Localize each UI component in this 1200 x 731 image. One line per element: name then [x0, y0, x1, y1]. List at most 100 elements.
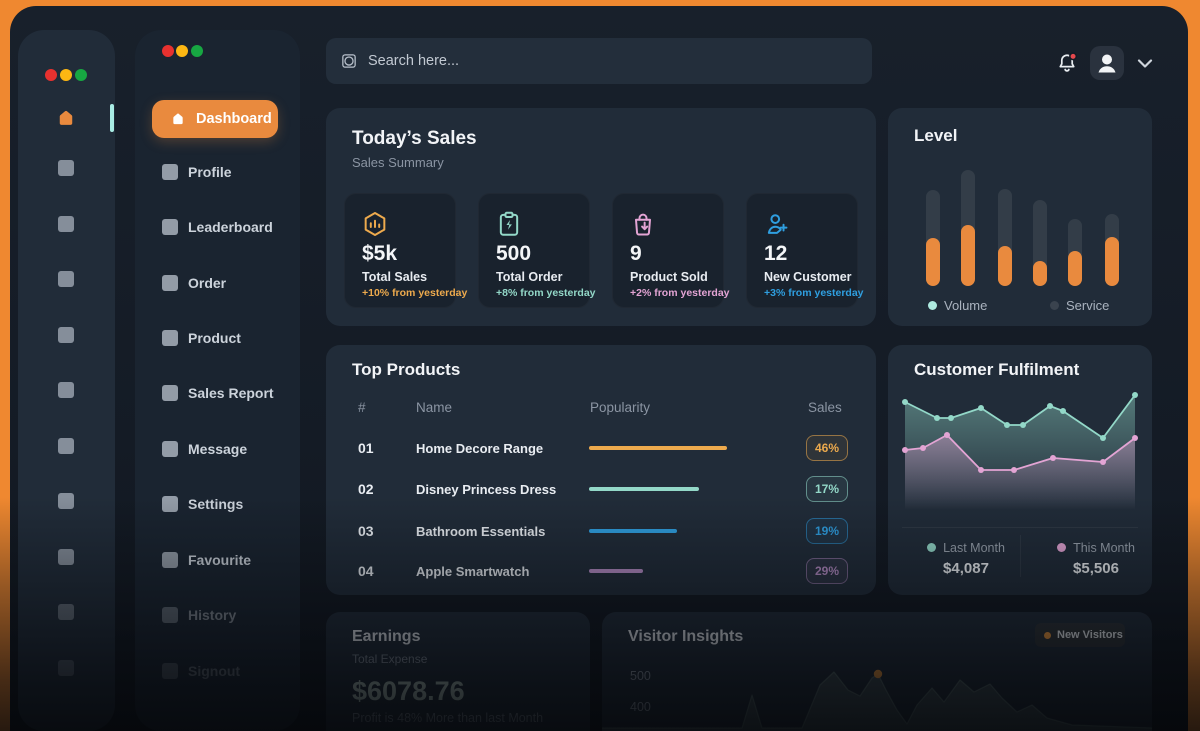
sidebar-item-message[interactable]: Message: [162, 441, 247, 457]
badge-dot: [1044, 631, 1051, 639]
stat-value: 9: [630, 242, 642, 265]
search-input[interactable]: [368, 53, 808, 69]
clipboard-bolt-icon: [495, 210, 523, 238]
earnings-title: Earnings: [352, 628, 421, 645]
stat-card-total-sales: $5k Total Sales +10% from yesterday: [344, 193, 467, 308]
sidebar-item-leaderboard[interactable]: Leaderboard: [162, 219, 273, 235]
product-name: Bathroom Essentials: [416, 524, 546, 539]
mini-sidebar-item-favourite[interactable]: [58, 549, 74, 565]
mini-sidebar-items: [18, 30, 115, 731]
todays-sales-card: Today’s Sales Sales Summary $5k Total Sa…: [326, 108, 876, 326]
sidebar-item-product[interactable]: Product: [162, 330, 241, 346]
placeholder-icon: [162, 441, 178, 457]
user-plus-icon: [763, 210, 791, 238]
sidebar-item-signout[interactable]: Signout: [162, 663, 240, 679]
stat-delta: +2% from yesterday: [630, 287, 730, 299]
sidebar-item-sales-report[interactable]: Sales Report: [162, 385, 274, 401]
legend-value: $4,087: [943, 560, 989, 577]
placeholder-icon: [162, 275, 178, 291]
sales-badge: 29%: [806, 558, 848, 584]
home-icon: [170, 111, 186, 127]
placeholder-icon: [162, 219, 178, 235]
sidebar-item-order[interactable]: Order: [162, 275, 226, 291]
top-products-title: Top Products: [352, 360, 461, 379]
stat-label: Product Sold: [630, 270, 708, 284]
level-bar-volume: [1105, 237, 1119, 286]
todays-sales-subtitle: Sales Summary: [352, 155, 444, 170]
traffic-light-green[interactable]: [191, 45, 203, 57]
earnings-value: $6078.76: [352, 676, 465, 706]
earnings-note: Profit is 48% More than last Month: [352, 711, 544, 725]
earnings-card: Earnings Total Expense $6078.76 Profit i…: [326, 612, 590, 731]
mini-sidebar-item-settings[interactable]: [58, 493, 74, 509]
level-bar-volume: [998, 246, 1012, 286]
level-bar-volume: [961, 225, 975, 286]
placeholder-icon: [162, 552, 178, 568]
col-header-num: #: [358, 400, 366, 415]
mini-sidebar-item-order[interactable]: [58, 271, 74, 287]
level-bar-volume: [926, 238, 940, 286]
sidebar-item-label: Profile: [188, 164, 232, 180]
legend-last-month: Last Month $4,087: [916, 541, 1016, 577]
traffic-light-red[interactable]: [162, 45, 174, 57]
stat-label: Total Order: [496, 270, 563, 284]
sidebar-item-label: Signout: [188, 663, 241, 679]
row-num: 01: [358, 440, 374, 456]
sales-badge: 17%: [806, 476, 848, 502]
row-num: 02: [358, 481, 374, 497]
sidebar-item-favourite[interactable]: Favourite: [162, 552, 251, 568]
bell-icon[interactable]: [1054, 50, 1080, 77]
stat-delta: +8% from yesterday: [496, 287, 596, 299]
stat-delta: +10% from yesterday: [362, 287, 468, 299]
top-products-card: Top Products # Name Popularity Sales 01 …: [326, 345, 876, 595]
level-title: Level: [914, 126, 958, 145]
mini-sidebar-item-leaderboard[interactable]: [58, 216, 74, 232]
mini-sidebar-item-history[interactable]: [58, 604, 74, 620]
row-num: 04: [358, 563, 374, 579]
bag-arrow-icon: [629, 210, 657, 238]
sidebar-item-settings[interactable]: Settings: [162, 496, 243, 512]
product-name: Disney Princess Dress: [416, 482, 557, 497]
mini-sidebar-item-profile[interactable]: [58, 160, 74, 176]
stat-card-product-sold: 9 Product Sold +2% from yesterday: [612, 193, 730, 308]
sidebar-item-profile[interactable]: Profile: [162, 164, 232, 180]
sidebar-item-label: Favourite: [188, 552, 252, 568]
placeholder-icon: [162, 330, 178, 346]
mini-sidebar-item-message[interactable]: [58, 438, 74, 454]
stat-delta: +3% from yesterday: [764, 287, 864, 299]
mini-sidebar-item-product[interactable]: [58, 327, 74, 343]
legend-value: $5,506: [1073, 560, 1119, 577]
sidebar-item-label: History: [188, 607, 237, 623]
sidebar-item-label: Leaderboard: [188, 219, 273, 235]
popularity-bar: [589, 529, 677, 533]
stat-card-total-order: 500 Total Order +8% from yesterday: [478, 193, 596, 308]
avatar[interactable]: [1090, 46, 1124, 80]
placeholder-icon: [162, 663, 178, 679]
product-name: Home Decore Range: [416, 441, 544, 456]
placeholder-icon: [162, 164, 178, 180]
sidebar-item-label: Product: [188, 330, 241, 346]
sidebar-item-dashboard[interactable]: Dashboard: [152, 100, 278, 138]
stat-label: New Customer: [764, 270, 852, 284]
sidebar-item-label: Order: [188, 275, 227, 291]
mini-sidebar: [18, 30, 115, 731]
traffic-light-yellow[interactable]: [176, 45, 188, 57]
stat-label: Total Sales: [362, 270, 428, 284]
legend-volume: Volume: [928, 298, 987, 313]
chevron-down-icon[interactable]: [1135, 56, 1155, 71]
mini-sidebar-item-sales-report[interactable]: [58, 382, 74, 398]
sidebar-item-label: Sales Report: [188, 385, 274, 401]
stat-value: $5k: [362, 242, 398, 265]
stat-card-new-customer: 12 New Customer +3% from yesterday: [746, 193, 864, 308]
mini-sidebar-item-signout[interactable]: [58, 660, 74, 676]
row-num: 03: [358, 523, 374, 539]
placeholder-icon: [162, 607, 178, 623]
sidebar-item-history[interactable]: History: [162, 607, 236, 623]
visitor-insights-title: Visitor Insights: [628, 628, 744, 645]
customer-fulfilment-card: Customer Fulfilment Last Month $4,087 Thi…: [888, 345, 1152, 595]
customer-fulfilment-title: Customer Fulfilment: [914, 360, 1080, 379]
legend-this-month: This Month $5,506: [1046, 541, 1146, 577]
search-bar: [326, 38, 872, 84]
stat-value: 12: [764, 242, 788, 265]
